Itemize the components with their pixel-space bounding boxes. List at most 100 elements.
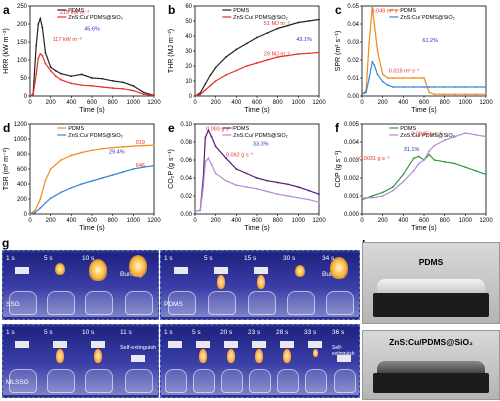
data-point [204,136,207,139]
x-tick-label: 400 [231,218,242,224]
legend-entry: PDMS [68,8,84,14]
data-point [225,74,227,76]
data-point [373,64,376,67]
data-point [464,86,467,88]
data-point [204,89,207,91]
y-tick-label: 0 [24,94,28,100]
x-tick-label: 400 [398,100,409,106]
data-point [423,159,425,161]
data-point [443,160,446,163]
x-tick-label: 1000 [292,218,306,224]
x-tick-label: 200 [46,100,57,106]
data-point [101,77,104,80]
y-tick-label: 0.02 [347,58,359,64]
y-tick-label: 200 [17,197,28,203]
data-point [423,77,425,79]
data-point [207,129,210,132]
data-point [111,146,114,149]
data-point [34,211,37,214]
data-point [423,86,425,88]
data-point [39,207,42,209]
data-point [60,191,62,194]
annotation-0: 0.049 m² s⁻¹ [371,8,402,14]
x-tick-label: 800 [108,218,119,224]
data-point [402,180,405,183]
data-point [194,210,196,213]
data-point [39,52,42,55]
data-point [91,85,93,87]
data-point [381,73,384,76]
x-tick-label: 1200 [147,100,161,106]
data-point [433,159,436,161]
data-point [101,147,104,150]
annotation-1: 117 kW m⁻² [53,37,82,43]
legend-entry: PDMS [233,126,249,132]
x-tick-label: 200 [378,100,389,106]
annotation-1: 0.0045 g s⁻¹ [411,132,442,138]
panel-d: d 0 200 400 600 800 1000 1200 0 200 400 600 800 1000 1… [3,121,161,232]
data-point [245,42,248,45]
comp-frame-5: 28 s [273,327,302,395]
annotation-2: 45.6% [84,26,100,32]
data-point [443,139,446,142]
y-tick-label: 0 [189,94,193,100]
y-tick-label: 0 [24,212,28,218]
data-point [111,174,114,176]
data-point [214,172,217,175]
x-tick-label: 400 [398,218,409,224]
comp-extinguish-caption: Self-extinguish [332,345,355,357]
data-point [80,73,83,76]
y-axis-label: SPR (m² s⁻¹) [335,31,342,72]
data-point [373,23,376,25]
data-point [70,186,73,189]
x-tick-label: 1000 [459,100,473,106]
pdms-residue-photo: PDMS [362,242,500,324]
y-tick-label: 0.01 [347,76,359,82]
x-tick-label: 600 [419,218,430,224]
data-point [91,149,93,152]
x-tick-label: 0 [193,100,197,106]
data-point [412,169,415,172]
y-tick-label: 100 [17,58,28,64]
y-tick-label: 0.02 [180,194,192,200]
data-point [214,80,217,82]
data-point [368,41,371,43]
annotation-2: 33.3% [253,142,269,148]
panel-label-a: a [3,3,10,17]
data-point [209,74,212,76]
data-point [37,57,40,60]
data-point [276,27,279,30]
y-tick-label: 10 [185,79,192,85]
data-point [207,157,210,160]
x-tick-label: 800 [440,218,451,224]
data-point [122,171,124,173]
y-tick-label: 0.004 [344,140,360,146]
x-tick-label: 0 [28,100,32,106]
y-tick-label: 400 [17,182,28,188]
panel-label-c: c [335,3,342,17]
y-axis-label: TSR (m² m⁻²) [3,148,10,191]
y-axis-label: HRR (kW m⁻²) [3,28,10,74]
comp-frame-4: 23 s [245,327,274,395]
x-tick-label: 400 [66,100,77,106]
y-tick-label: 200 [17,22,28,28]
data-point [417,162,420,165]
composite-residue-caption: ZnS:Cu/PDMS@SiO₂ [389,337,473,347]
data-point [54,75,57,78]
data-point [210,135,213,138]
data-point [485,173,487,176]
data-point [485,86,487,88]
data-point [464,93,467,96]
data-point [49,168,52,170]
data-point [402,86,405,88]
data-point [454,86,456,88]
data-point [204,83,207,85]
y-tick-label: 30 [185,49,192,55]
data-point [307,52,310,55]
data-point [199,93,202,96]
ssg-frame-2: 5 s [41,253,80,317]
data-point [287,54,289,57]
data-point [318,193,320,196]
pdms-frame-4: 30 s [280,253,320,317]
x-axis-label: Time (s) [79,225,104,232]
